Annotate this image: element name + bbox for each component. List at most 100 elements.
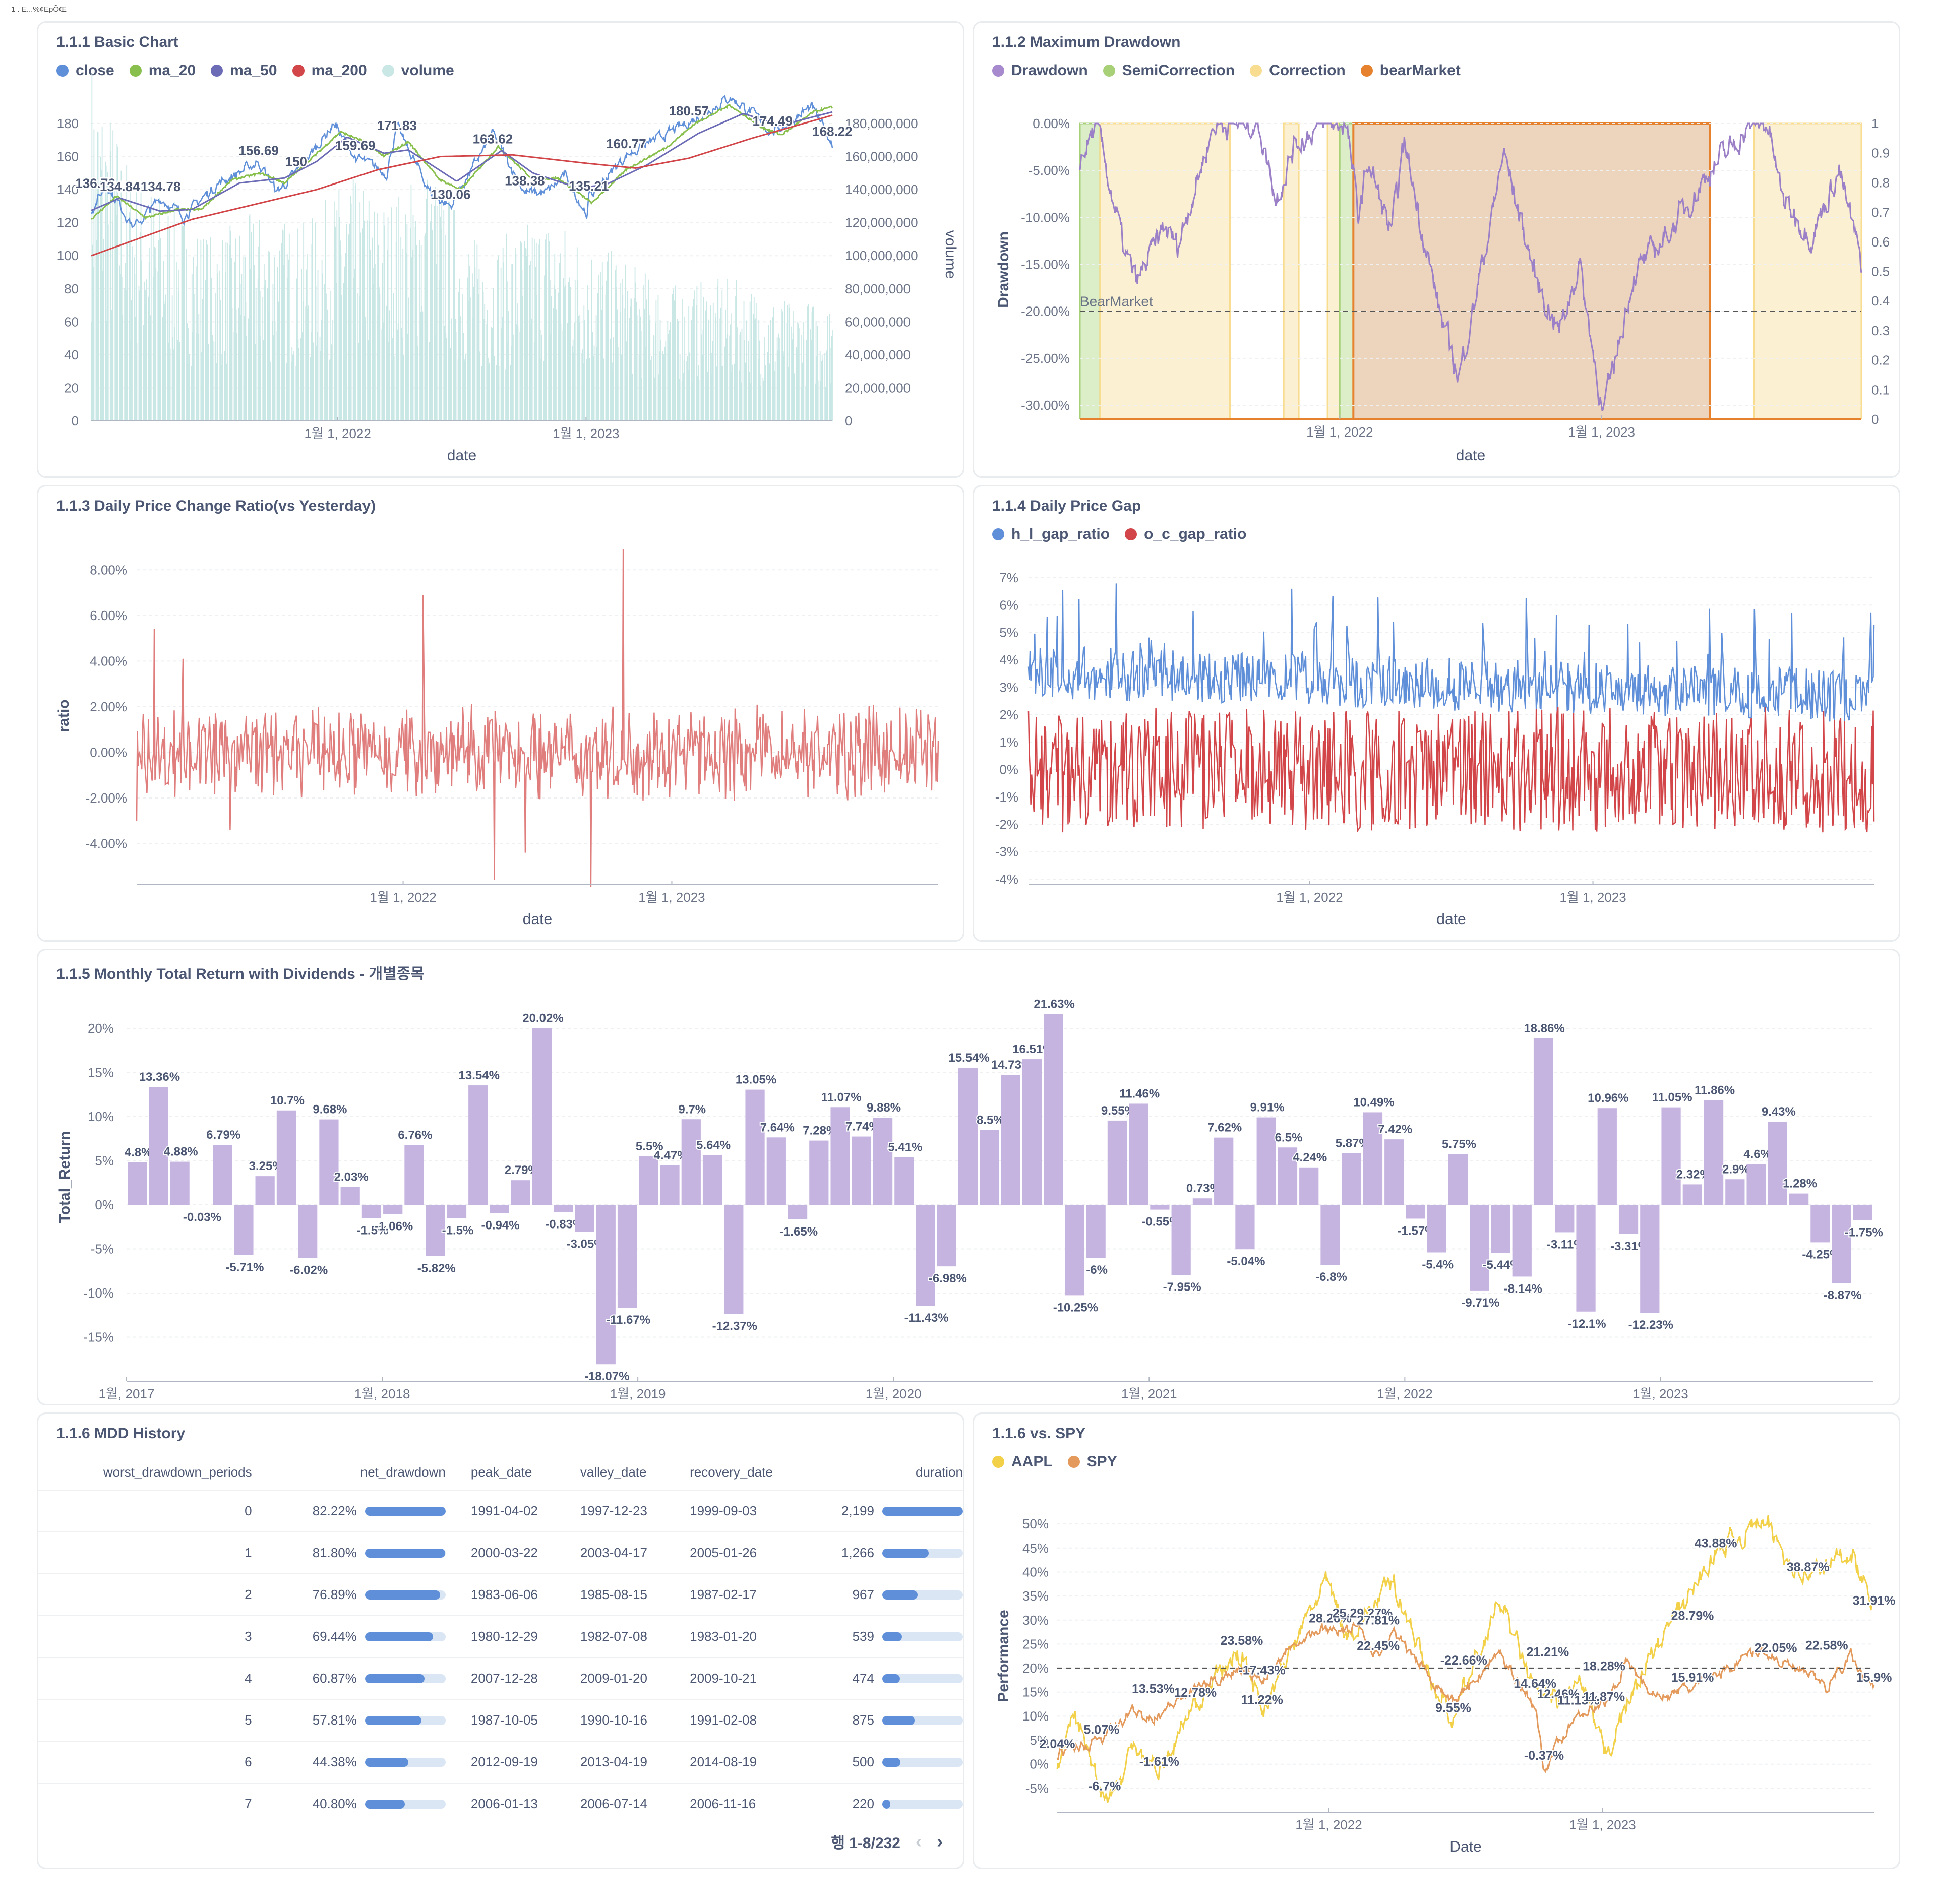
volume-bar: [145, 289, 146, 421]
data-label: 15.9%: [1856, 1671, 1892, 1685]
data-label: 18.86%: [1524, 1022, 1564, 1035]
legend-item-ma-50[interactable]: ma_50: [211, 62, 277, 79]
legend-item-ma-20[interactable]: ma_20: [129, 62, 196, 79]
volume-bar: [598, 275, 599, 421]
legend-label: ma_50: [230, 62, 277, 79]
data-label: -12.37%: [712, 1319, 757, 1333]
volume-bar: [193, 294, 195, 421]
volume-bar: [672, 294, 673, 421]
volume-bar: [153, 206, 155, 421]
volume-bar: [354, 269, 355, 421]
volume-bar: [636, 301, 637, 421]
volume-bar: [426, 306, 428, 421]
data-label: 5.75%: [1442, 1137, 1476, 1151]
card-title[interactable]: 1.1.4 Daily Price Gap: [992, 498, 1141, 514]
volume-bar: [686, 361, 688, 421]
column-header-peak-date[interactable]: peak_date: [470, 1464, 532, 1480]
volume-bar: [710, 305, 711, 421]
card-title[interactable]: 1.1.6 MDD History: [56, 1425, 186, 1442]
volume-bar: [272, 284, 274, 421]
volume-bar: [106, 321, 107, 421]
volume-bar: [698, 365, 699, 421]
legend-item-ma-200[interactable]: ma_200: [292, 62, 367, 79]
bar: [1384, 1139, 1404, 1205]
volume-bar: [227, 242, 228, 421]
bar: [213, 1145, 232, 1205]
column-header-valley-date[interactable]: valley_date: [580, 1464, 647, 1480]
volume-bar: [807, 306, 808, 421]
next-page-button[interactable]: ›: [937, 1831, 943, 1852]
volume-bar: [172, 337, 173, 421]
volume-bar: [379, 287, 380, 421]
prev-page-button[interactable]: ‹: [916, 1831, 922, 1852]
legend-item-close[interactable]: close: [56, 62, 114, 79]
y-tick-label: -1%: [995, 789, 1018, 805]
volume-bar: [93, 267, 94, 421]
volume-bar: [611, 251, 612, 421]
bar: [1022, 1059, 1042, 1205]
volume-bar: [403, 354, 404, 421]
legend-item-volume[interactable]: volume: [382, 62, 454, 79]
volume-bar: [602, 285, 603, 421]
duration-bar: [882, 1506, 963, 1516]
volume-bar: [753, 314, 754, 421]
cell-recovery-date: 1983-01-20: [690, 1629, 757, 1644]
column-header-worst-drawdown-periods[interactable]: worst_drawdown_periods: [103, 1464, 252, 1480]
card-title[interactable]: 1.1.5 Monthly Total Return with Dividend…: [56, 966, 425, 982]
volume-bar: [794, 373, 795, 421]
volume-bar: [610, 338, 611, 421]
region-bearMarket: [1353, 124, 1710, 419]
data-label: 11.22%: [1241, 1693, 1283, 1707]
y-tick-label: -2.00%: [86, 790, 127, 806]
data-label: 38.87%: [1787, 1560, 1830, 1574]
column-header-duration[interactable]: duration: [916, 1464, 963, 1480]
x-tick-label: 1월, 2021: [1121, 1386, 1177, 1401]
volume-bar: [811, 312, 813, 421]
bar: [575, 1205, 594, 1232]
volume-bar: [441, 198, 443, 421]
volume-bar: [641, 378, 642, 421]
legend-item-h-l-gap-ratio[interactable]: h_l_gap_ratio: [992, 526, 1110, 543]
legend-item-drawdown[interactable]: Drawdown: [992, 62, 1088, 79]
volume-bar: [701, 334, 702, 421]
legend-swatch: [129, 65, 142, 77]
data-label: 171.83: [377, 118, 417, 133]
volume-bar: [503, 262, 504, 421]
volume-bar: [741, 328, 743, 421]
legend-item-correction[interactable]: Correction: [1250, 62, 1346, 79]
legend-item-o-c-gap-ratio[interactable]: o_c_gap_ratio: [1125, 526, 1246, 543]
card-title[interactable]: 1.1.2 Maximum Drawdown: [992, 34, 1181, 50]
net-drawdown-bar: [365, 1506, 446, 1516]
volume-bar: [587, 317, 589, 421]
volume-bar: [703, 297, 704, 421]
legend-item-semicorrection[interactable]: SemiCorrection: [1103, 62, 1235, 79]
y-tick-label: -15%: [83, 1330, 114, 1345]
card-title[interactable]: 1.1.3 Daily Price Change Ratio(vs Yester…: [56, 498, 376, 514]
card-title[interactable]: 1.1.6 vs. SPY: [992, 1425, 1086, 1442]
column-header-net-drawdown[interactable]: net_drawdown: [360, 1464, 446, 1480]
card-title[interactable]: 1.1.1 Basic Chart: [56, 34, 178, 50]
legend-item-aapl[interactable]: AAPL: [992, 1453, 1053, 1470]
column-header-recovery-date[interactable]: recovery_date: [690, 1464, 773, 1480]
legend-item-bearmarket[interactable]: bearMarket: [1360, 62, 1461, 79]
volume-bar: [381, 329, 383, 421]
bar: [852, 1136, 871, 1205]
volume-bar: [131, 300, 132, 421]
volume-bar: [398, 196, 400, 421]
volume-bar: [596, 346, 597, 421]
duration-value: 1,266: [841, 1545, 874, 1560]
x-tick-label: 1월, 2017: [99, 1386, 155, 1401]
volume-bar: [705, 310, 706, 421]
volume-bar: [217, 273, 218, 421]
legend-item-spy[interactable]: SPY: [1067, 1453, 1117, 1470]
bar: [873, 1118, 893, 1205]
data-label: -6.8%: [1315, 1270, 1347, 1284]
data-label: 6.76%: [398, 1129, 432, 1142]
bar: [702, 1155, 722, 1205]
volume-bar: [601, 262, 603, 421]
y2-tick-label: 0.3: [1871, 323, 1890, 338]
volume-bar: [367, 220, 368, 421]
volume-bar: [130, 340, 132, 421]
volume-bar: [117, 146, 118, 421]
volume-bar: [109, 122, 111, 421]
